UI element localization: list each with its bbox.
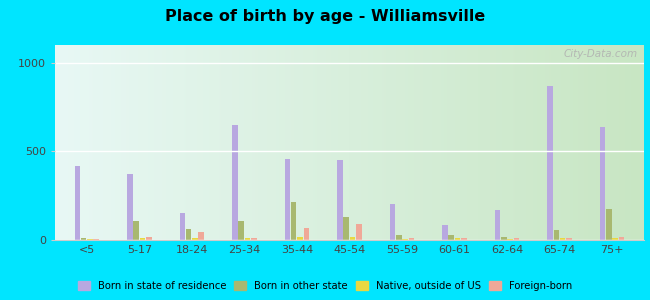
Bar bbox=[127, 174, 133, 240]
Bar bbox=[612, 238, 618, 240]
Bar bbox=[495, 210, 501, 240]
Bar bbox=[554, 230, 559, 240]
Bar bbox=[514, 238, 519, 240]
Bar bbox=[186, 230, 192, 240]
Bar bbox=[239, 220, 244, 240]
Bar bbox=[337, 160, 343, 240]
Legend: Born in state of residence, Born in other state, Native, outside of US, Foreign-: Born in state of residence, Born in othe… bbox=[74, 277, 576, 295]
Bar bbox=[409, 238, 414, 240]
Bar bbox=[75, 166, 80, 240]
Bar bbox=[133, 220, 139, 240]
Bar bbox=[192, 238, 198, 240]
Bar bbox=[81, 238, 86, 240]
Bar bbox=[560, 238, 566, 240]
Bar bbox=[619, 237, 624, 240]
Bar bbox=[507, 238, 513, 240]
Bar bbox=[402, 238, 408, 240]
Bar bbox=[442, 225, 448, 240]
Bar bbox=[343, 217, 349, 240]
Bar bbox=[198, 232, 204, 240]
Bar bbox=[94, 238, 99, 240]
Bar bbox=[285, 159, 290, 240]
Bar bbox=[140, 238, 145, 240]
Bar bbox=[304, 229, 309, 240]
Bar bbox=[547, 86, 552, 240]
Bar bbox=[600, 128, 605, 240]
Bar bbox=[606, 209, 612, 240]
Text: City-Data.com: City-Data.com bbox=[564, 49, 638, 59]
Bar bbox=[448, 235, 454, 240]
Bar bbox=[461, 238, 467, 240]
Bar bbox=[232, 125, 238, 240]
Bar bbox=[251, 238, 257, 240]
Bar bbox=[396, 235, 402, 240]
Bar bbox=[297, 237, 303, 240]
Bar bbox=[179, 212, 185, 240]
Bar bbox=[244, 238, 250, 240]
Bar bbox=[146, 237, 151, 240]
Bar bbox=[389, 204, 395, 240]
Bar bbox=[356, 224, 361, 240]
Bar bbox=[501, 237, 506, 240]
Bar bbox=[566, 238, 572, 240]
Text: Place of birth by age - Williamsville: Place of birth by age - Williamsville bbox=[165, 9, 485, 24]
Bar bbox=[350, 237, 356, 240]
Bar bbox=[87, 239, 93, 240]
Bar bbox=[291, 202, 296, 240]
Bar bbox=[455, 238, 460, 240]
